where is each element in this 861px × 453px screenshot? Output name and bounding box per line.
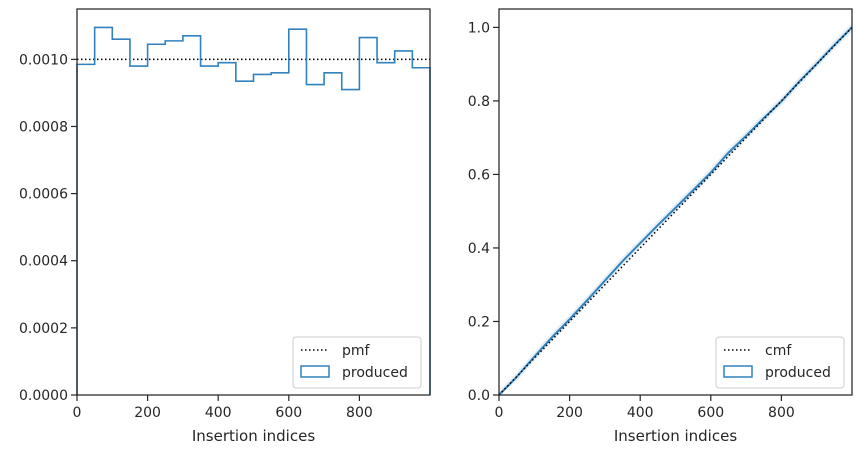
histogram-marks bbox=[76, 26, 431, 395]
histogram-x-tick-label: 600 bbox=[275, 405, 302, 421]
histogram-x-axis-label: Insertion indices bbox=[192, 427, 315, 445]
histogram-x-tick-label: 200 bbox=[134, 405, 161, 421]
produced-histogram-step bbox=[76, 26, 431, 395]
cumulative-y-tick-label: 0.0 bbox=[468, 388, 490, 404]
histogram-x-tick-label: 400 bbox=[205, 405, 232, 421]
legend-produced-swatch bbox=[300, 365, 330, 378]
histogram-frame bbox=[76, 8, 431, 396]
histogram-x-tick-label: 0 bbox=[73, 405, 82, 421]
histogram-y-tick-label: 0.0008 bbox=[19, 119, 68, 135]
histogram-ticks: 0 200 400 600 800 0.0000 0.0002 0.0004 0.0006 0.0… bbox=[19, 52, 373, 421]
cumulative-panel: 0 200 400 600 800 0.0 0.2 0.4 0.6 0.8 1.0 Insertio… bbox=[468, 8, 853, 445]
cmf-line bbox=[498, 26, 853, 396]
histogram-plot-area bbox=[77, 9, 430, 395]
cumulative-marks bbox=[498, 22, 853, 396]
legend-produced-swatch-right bbox=[723, 365, 753, 378]
cumulative-x-tick-label: 0 bbox=[495, 405, 504, 421]
legend-pmf-label: pmf bbox=[342, 343, 371, 359]
cumulative-legend: cmf produced bbox=[715, 336, 845, 389]
cumulative-y-tick-label: 0.2 bbox=[468, 314, 490, 330]
cumulative-x-tick-label: 800 bbox=[768, 405, 795, 421]
legend-produced-label-right: produced bbox=[765, 365, 831, 381]
legend-produced-label: produced bbox=[342, 365, 408, 381]
histogram-panel: 0 200 400 600 800 0.0000 0.0002 0.0004 0.0006 0.0… bbox=[19, 8, 431, 445]
cumulative-y-tick-label: 0.4 bbox=[468, 241, 490, 257]
histogram-x-tick-label: 800 bbox=[346, 405, 373, 421]
cumulative-x-tick-label: 200 bbox=[556, 405, 583, 421]
histogram-y-tick-label: 0.0002 bbox=[19, 321, 68, 337]
cumulative-x-axis-label: Insertion indices bbox=[614, 427, 737, 445]
cumulative-ticks: 0 200 400 600 800 0.0 0.2 0.4 0.6 0.8 1.0 bbox=[468, 20, 795, 421]
cumulative-x-tick-label: 600 bbox=[697, 405, 724, 421]
histogram-y-tick-label: 0.0004 bbox=[19, 254, 68, 270]
cumulative-y-tick-label: 0.6 bbox=[468, 167, 490, 183]
histogram-y-tick-label: 0.0006 bbox=[19, 187, 68, 203]
legend-cmf-label: cmf bbox=[765, 343, 792, 359]
histogram-y-tick-label: 0.0010 bbox=[19, 52, 68, 68]
cumulative-y-tick-label: 1.0 bbox=[468, 20, 490, 36]
histogram-y-tick-label: 0.0000 bbox=[19, 388, 68, 404]
cumulative-x-tick-label: 400 bbox=[627, 405, 654, 421]
histogram-legend: pmf produced bbox=[292, 336, 422, 389]
cumulative-y-tick-label: 0.8 bbox=[468, 94, 490, 110]
cumulative-frame bbox=[498, 8, 853, 396]
